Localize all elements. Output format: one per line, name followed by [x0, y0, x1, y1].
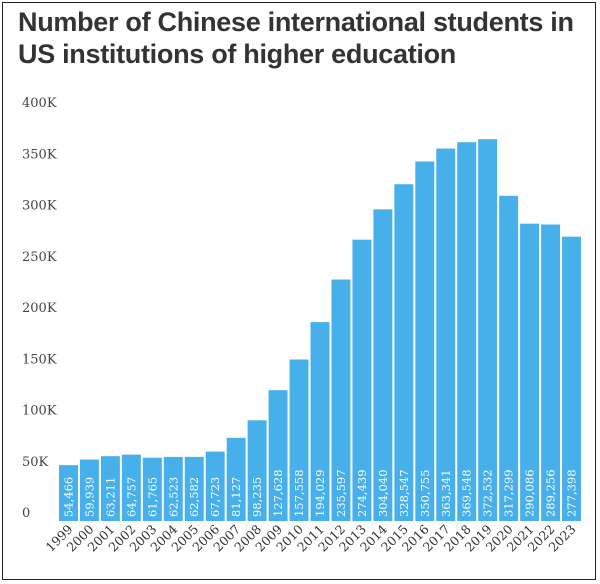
bar-2012 — [331, 279, 351, 521]
bars — [59, 139, 581, 522]
bar-2014 — [373, 209, 393, 521]
y-tick-label: 200K — [22, 301, 57, 316]
bar-2021 — [520, 223, 540, 521]
data-label: 67,723 — [208, 477, 222, 517]
data-label: 289,256 — [544, 469, 558, 517]
data-label: 54,466 — [61, 477, 75, 517]
data-label: 372,532 — [481, 469, 495, 517]
data-label: 317,299 — [502, 469, 516, 517]
data-label: 64,757 — [124, 477, 138, 517]
bar-2002 — [121, 454, 141, 521]
data-label: 81,127 — [229, 477, 243, 517]
bar-2020 — [499, 195, 519, 521]
bar-2023 — [562, 236, 581, 521]
bar-2000 — [79, 459, 99, 521]
data-label: 304,040 — [376, 469, 390, 517]
data-label: 350,755 — [418, 469, 432, 517]
bar-2019 — [478, 139, 498, 521]
data-label: 369,548 — [460, 469, 474, 517]
bar-2022 — [541, 224, 561, 521]
bar-2016 — [415, 161, 435, 521]
data-label: 277,398 — [565, 469, 579, 517]
bar-2015 — [394, 184, 414, 521]
data-label: 98,235 — [250, 477, 264, 517]
data-label: 328,547 — [397, 469, 411, 517]
bar-2003 — [142, 457, 162, 521]
bar-2001 — [100, 456, 120, 521]
bar-2007 — [226, 437, 246, 521]
y-tick-label: 100K — [22, 404, 57, 419]
data-label: 63,211 — [103, 477, 117, 517]
data-label: 235,597 — [334, 469, 348, 517]
data-label: 290,086 — [523, 469, 537, 517]
bar-2010 — [289, 359, 309, 521]
y-tick-label: 350K — [22, 147, 57, 162]
bar-2005 — [184, 456, 204, 521]
bar-2004 — [163, 456, 183, 521]
y-tick-label: 400K — [22, 96, 57, 111]
bar-2006 — [205, 451, 225, 521]
y-tick-label: 300K — [22, 199, 57, 214]
bar-2009 — [268, 390, 288, 521]
data-label: 274,439 — [355, 469, 369, 517]
data-label: 62,582 — [187, 477, 201, 517]
data-label: 363,341 — [439, 469, 453, 517]
bar-2018 — [457, 142, 477, 521]
y-axis: 0 50K 100K 150K 200K 250K 300K 350K 400K — [22, 96, 57, 521]
bar-1999 — [59, 465, 78, 521]
data-label: 62,523 — [166, 477, 180, 517]
x-axis: 1999200020012002200320042005200620072008… — [42, 521, 578, 554]
y-tick-label: 50K — [22, 455, 49, 470]
data-label: 194,029 — [313, 469, 327, 517]
data-label: 59,939 — [82, 477, 96, 517]
bar-2011 — [310, 322, 330, 521]
chart-title: Number of Chinese international students… — [18, 7, 574, 69]
data-labels: 54,466 59,939 63,211 64,757 61,765 62,523 62,5… — [61, 469, 578, 517]
data-label: 61,765 — [145, 477, 159, 517]
bar-2013 — [352, 239, 372, 522]
bar-2008 — [247, 420, 267, 521]
y-tick-label: 250K — [22, 250, 57, 265]
bar-2017 — [436, 148, 456, 521]
data-label: 157,558 — [292, 469, 306, 517]
y-tick-label: 0 — [22, 506, 30, 521]
data-label: 127,628 — [271, 469, 285, 517]
y-tick-label: 150K — [22, 352, 57, 367]
